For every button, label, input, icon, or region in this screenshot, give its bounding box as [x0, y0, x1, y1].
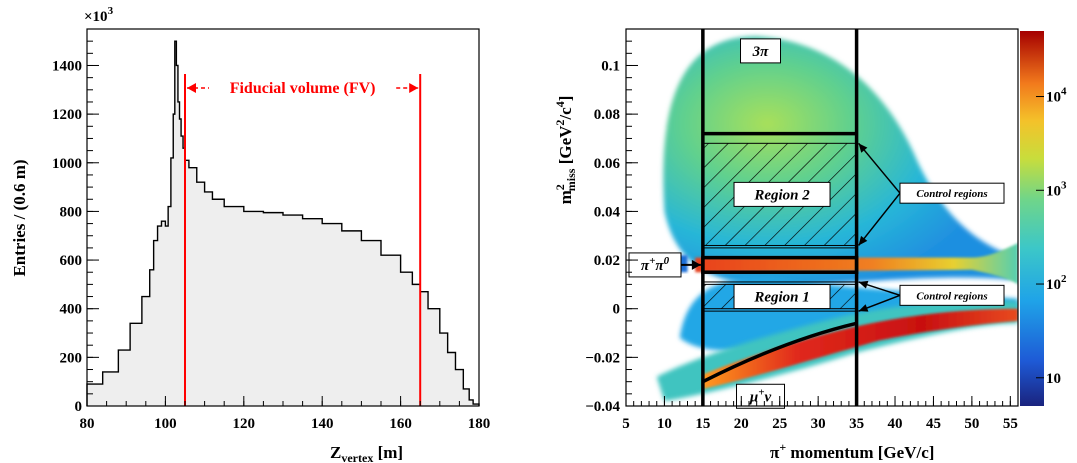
- x-tick-label: 140: [311, 416, 334, 432]
- pipi0-label-text: π+π0: [641, 255, 670, 274]
- histogram-panel: Fiducial volume (FV) 80 100 120 140 160 180 0 2…: [10, 5, 490, 463]
- heatmap-xlabel: π+ momentum [GeV/c]: [770, 440, 934, 462]
- region-1-label-text: Region 1: [753, 290, 809, 306]
- density-mu-nu-core: [702, 308, 1018, 389]
- y-tick-label: 0.06: [594, 156, 621, 172]
- colorbar: [1020, 31, 1044, 406]
- y-tick-label: 200: [60, 350, 83, 366]
- y-tick-label: 0.08: [594, 107, 620, 123]
- heatmap-overlays: Region 2 Region 1 3π μ+ν π+π0 Control regions…: [628, 29, 1005, 409]
- threepi-label-box: [740, 38, 782, 64]
- x-tick-label: 180: [468, 416, 491, 432]
- fv-arrowhead-right: [409, 83, 419, 93]
- x-tick-label: 10: [657, 416, 672, 432]
- ctrl-arrow-lower-2-head: [858, 304, 869, 312]
- ctrl-arrow-upper-1: [858, 142, 901, 194]
- ctrl-arrow-lower-1-head: [858, 280, 869, 289]
- y-tick-label: 0.1: [601, 58, 620, 74]
- x-tick-label: 20: [734, 416, 749, 432]
- pipi0-label-box: [628, 252, 682, 278]
- x-tick-label: 120: [233, 416, 256, 432]
- y-tick-label: 800: [60, 204, 83, 220]
- histogram-line: [86, 40, 480, 406]
- munu-boundary: [702, 321, 857, 384]
- colorbar-tick-label: 10: [1046, 371, 1061, 387]
- histogram-ylabel: Entries / (0.6 m): [10, 159, 29, 276]
- y-tick-label: −0.02: [585, 350, 620, 366]
- y-tick-label: 0.04: [594, 204, 621, 220]
- x-tick-label: 45: [926, 416, 941, 432]
- heatmap-frame: [625, 28, 1019, 407]
- x-tick-label: 160: [389, 416, 412, 432]
- heatmap-ticks: 5 10 15 20 25 30 35 40 45 50 55 −0.04 −0.02 0 0.02 0.04…: [585, 40, 1019, 432]
- fiducial-volume-annotation: Fiducial volume (FV): [184, 74, 422, 406]
- threepi-label-text: 3π: [752, 44, 770, 60]
- y-tick-label: 0.02: [594, 253, 620, 269]
- x-tick-label: 25: [772, 416, 787, 432]
- pipi0-box: [701, 255, 859, 274]
- control-regions-upper-text: Control regions: [916, 188, 987, 200]
- fv-label: Fiducial volume (FV): [230, 80, 376, 97]
- histogram-ticks: 80 100 120 140 160 180 0 200 400 600 800 1000 1200 14…: [52, 28, 491, 432]
- y-multiplier: ×103: [84, 5, 114, 25]
- y-tick-label: 1000: [52, 156, 82, 172]
- colorbar-tick-label: 103: [1046, 179, 1067, 199]
- x-tick-label: 50: [964, 416, 979, 432]
- ctrl-arrow-upper-2-head: [858, 235, 868, 246]
- y-tick-label: 400: [60, 302, 83, 318]
- x-tick-label: 30: [811, 416, 826, 432]
- region-1-label-box: [733, 284, 831, 310]
- y-tick-label: −0.04: [585, 399, 620, 415]
- x-tick-label: 5: [622, 416, 630, 432]
- ctrl-arrow-upper-1-head: [858, 143, 868, 153]
- colorbar-ticks: 10 102 103 104: [1036, 86, 1067, 387]
- histogram-xlabel: Zvertex [m]: [330, 443, 403, 463]
- x-tick-label: 40: [888, 416, 903, 432]
- region-2-label-text: Region 2: [753, 187, 810, 203]
- y-tick-label: 1400: [52, 58, 82, 74]
- x-tick-label: 15: [695, 416, 710, 432]
- x-tick-label: 80: [80, 416, 95, 432]
- x-tick-label: 35: [849, 416, 864, 432]
- munu-label-box: [736, 383, 786, 409]
- colorbar-tick-label: 104: [1046, 86, 1067, 106]
- munu-label-text: μ+ν: [749, 386, 772, 405]
- y-tick-label: 0: [613, 302, 621, 318]
- region-2-label-box: [733, 181, 831, 207]
- y-tick-label: 1200: [52, 107, 82, 123]
- fv-arrowhead-left: [187, 83, 196, 93]
- x-tick-label: 55: [1003, 416, 1018, 432]
- x-tick-label: 100: [154, 416, 177, 432]
- control-regions-lower-text: Control regions: [916, 290, 987, 302]
- colorbar-tick-label: 102: [1046, 273, 1067, 293]
- ctrl-arrow-upper-2: [858, 192, 901, 246]
- heatmap-panel: Region 2 Region 1 3π μ+ν π+π0 Control regions…: [553, 28, 1067, 462]
- y-tick-label: 0: [75, 399, 83, 415]
- y-tick-label: 600: [60, 253, 83, 269]
- pipi0-arrowhead: [691, 259, 701, 270]
- heatmap-ylabel: m2miss [GeV2/c4]: [553, 96, 578, 205]
